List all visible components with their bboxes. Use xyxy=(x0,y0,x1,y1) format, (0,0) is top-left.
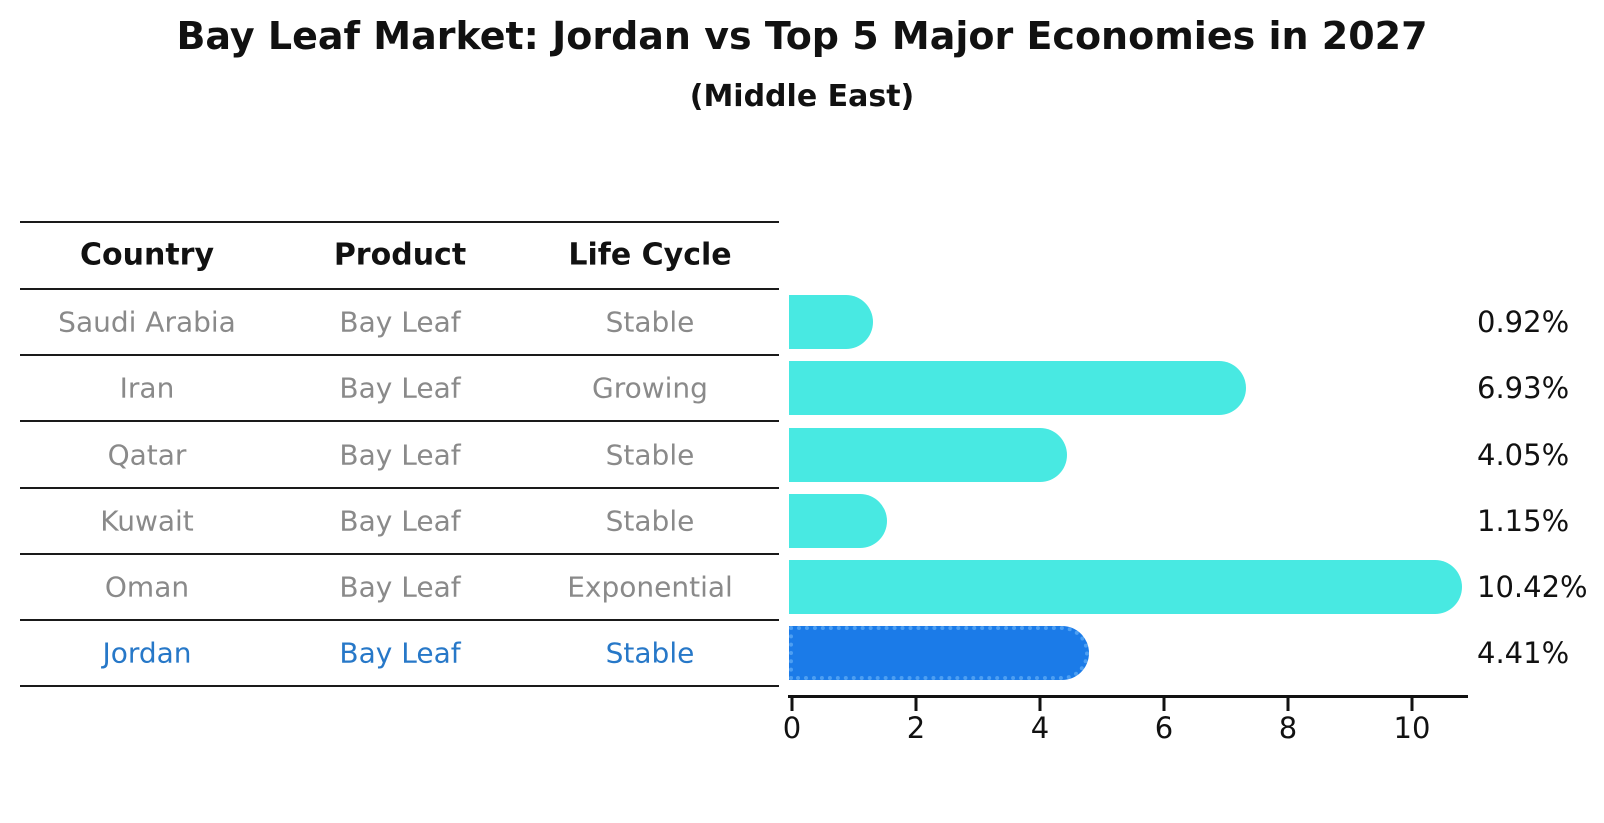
table-cell-life_cycle: Stable xyxy=(605,438,695,471)
table-cell-product: Bay Leaf xyxy=(339,636,461,670)
table-header-country: Country xyxy=(79,237,215,273)
table-cell-country: Saudi Arabia xyxy=(58,305,236,339)
table-cell-life_cycle: Exponential xyxy=(567,570,733,604)
table-rule xyxy=(20,221,779,223)
value-label: 6.93% xyxy=(1477,371,1570,405)
bar-qatar xyxy=(789,427,1067,482)
table-rule xyxy=(20,487,779,489)
value-label: 4.05% xyxy=(1477,437,1570,472)
table-header-product: Product xyxy=(333,237,467,273)
table-cell-product: Bay Leaf xyxy=(339,438,461,471)
x-axis-tick xyxy=(1038,698,1042,711)
table-rule xyxy=(20,685,779,687)
x-axis-tick xyxy=(790,698,794,711)
chart-title: Bay Leaf Market: Jordan vs Top 5 Major E… xyxy=(176,14,1428,58)
table-cell-product: Bay Leaf xyxy=(339,371,461,405)
x-axis-tick-label: 10 xyxy=(1393,711,1431,745)
value-label: 0.92% xyxy=(1477,305,1570,339)
table-header-life_cycle: Life Cycle xyxy=(568,237,732,273)
bar-kuwait xyxy=(789,494,887,548)
x-axis-tick-label: 2 xyxy=(906,711,926,745)
table-rule xyxy=(20,354,779,356)
x-axis-tick xyxy=(914,698,918,711)
bar-jordan xyxy=(789,626,1089,680)
x-axis-tick xyxy=(1286,698,1290,711)
table-cell-country: Oman xyxy=(104,570,190,604)
table-cell-life_cycle: Growing xyxy=(592,371,708,405)
value-label: 10.42% xyxy=(1477,570,1588,604)
table-rule xyxy=(20,288,779,290)
value-label: 1.15% xyxy=(1477,504,1570,538)
x-axis-tick xyxy=(1410,698,1414,711)
table-cell-country: Qatar xyxy=(107,438,187,471)
table-rule xyxy=(20,553,779,555)
bar-saudi-arabia xyxy=(789,295,873,349)
value-label: 4.41% xyxy=(1477,636,1570,670)
table-cell-country: Kuwait xyxy=(100,504,194,538)
bar-oman xyxy=(789,560,1462,614)
table-cell-life_cycle: Stable xyxy=(605,305,695,339)
x-axis-tick-label: 0 xyxy=(782,711,802,745)
x-axis-tick-label: 8 xyxy=(1278,711,1298,745)
x-axis-tick-label: 6 xyxy=(1154,711,1174,745)
table-cell-life_cycle: Stable xyxy=(605,636,695,670)
x-axis-line xyxy=(788,695,1468,698)
table-rule xyxy=(20,619,779,621)
table-cell-life_cycle: Stable xyxy=(605,504,695,538)
table-cell-country: Jordan xyxy=(102,636,192,670)
chart-subtitle: (Middle East) xyxy=(689,79,915,114)
table-cell-country: Iran xyxy=(119,371,175,405)
table-rule xyxy=(20,420,779,422)
table-cell-product: Bay Leaf xyxy=(339,305,461,339)
bar-iran xyxy=(789,361,1246,415)
x-axis-tick-label: 4 xyxy=(1030,711,1050,745)
x-axis-tick xyxy=(1162,698,1166,711)
table-cell-product: Bay Leaf xyxy=(339,570,461,604)
table-cell-product: Bay Leaf xyxy=(339,504,461,538)
